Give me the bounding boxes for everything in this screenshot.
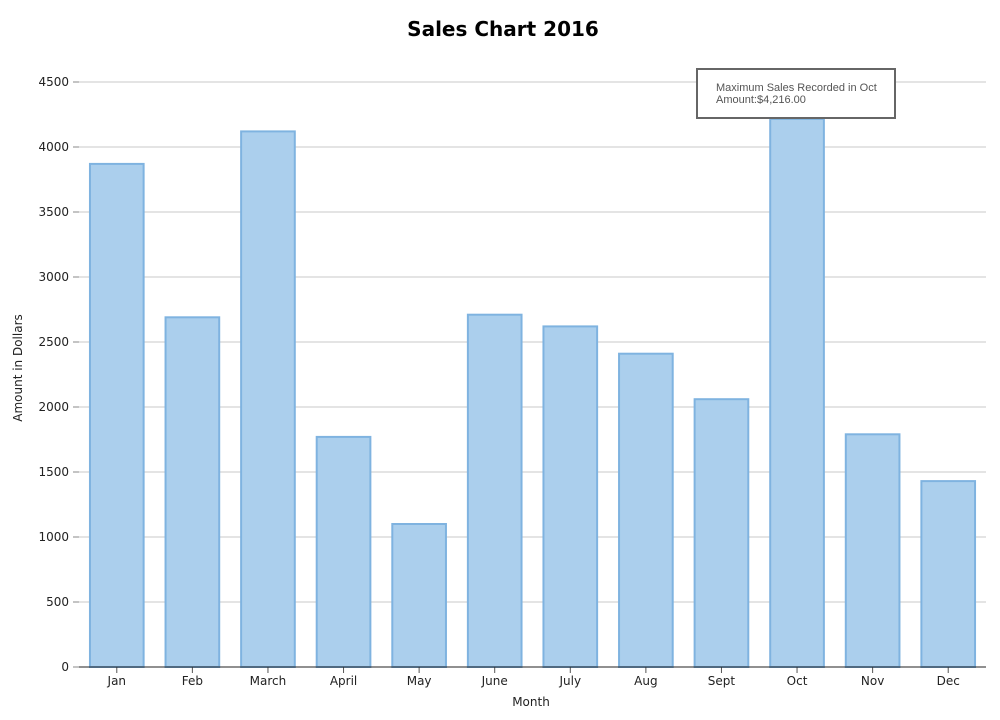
bar-july[interactable] [542, 325, 599, 668]
y-tick-label: 1000 [38, 530, 69, 544]
x-tick-label: March [250, 674, 287, 688]
y-tick-label: 1500 [38, 465, 69, 479]
bar-may[interactable] [391, 523, 447, 668]
y-axis-label: Amount in Dollars [11, 314, 25, 422]
bar-sept[interactable] [693, 398, 750, 668]
bar-jan[interactable] [88, 162, 145, 668]
y-tick-label: 3500 [38, 205, 69, 219]
y-tick-label: 4500 [38, 75, 69, 89]
y-tick-label: 3000 [38, 270, 69, 284]
max-sales-tooltip: Maximum Sales Recorded in Oct Amount:$4,… [696, 68, 896, 119]
y-tick-label: 2500 [38, 335, 69, 349]
x-tick-label: May [407, 674, 432, 688]
y-tick-label: 4000 [38, 140, 69, 154]
y-tick-label: 2000 [38, 400, 69, 414]
bar-oct[interactable] [769, 117, 825, 669]
bar-june[interactable] [466, 313, 523, 668]
tooltip-box [696, 68, 896, 119]
tooltip-line-2: Amount:$4,216.00 [716, 94, 806, 106]
axis-layer: 0 500 1000 1500 2000 2500 3000 3500 4000 4500 Jan F… [38, 75, 986, 688]
x-tick-label: Nov [861, 674, 884, 688]
x-tick-label: Aug [634, 674, 657, 688]
bar-dec[interactable] [920, 480, 977, 668]
x-tick-label: July [558, 674, 581, 688]
grid-layer [79, 81, 986, 603]
y-tick-label: 0 [61, 660, 69, 674]
bar-layer [88, 117, 977, 669]
x-tick-label: April [330, 674, 357, 688]
y-tick-label: 500 [46, 595, 69, 609]
tooltip-line-1: Maximum Sales Recorded in Oct [716, 82, 877, 94]
x-tick-label: Dec [937, 674, 960, 688]
chart-title: Sales Chart 2016 [407, 17, 599, 41]
x-tick-label: Feb [182, 674, 203, 688]
bar-aug[interactable] [618, 352, 674, 668]
bar-march[interactable] [240, 130, 296, 668]
x-tick-label: Sept [708, 674, 736, 688]
x-axis-label: Month [512, 695, 550, 709]
x-tick-label: June [481, 674, 508, 688]
bar-feb[interactable] [164, 316, 221, 668]
bar-nov[interactable] [844, 433, 901, 668]
bar-april[interactable] [315, 435, 372, 668]
x-tick-label: Oct [787, 674, 808, 688]
x-tick-label: Jan [107, 674, 127, 688]
